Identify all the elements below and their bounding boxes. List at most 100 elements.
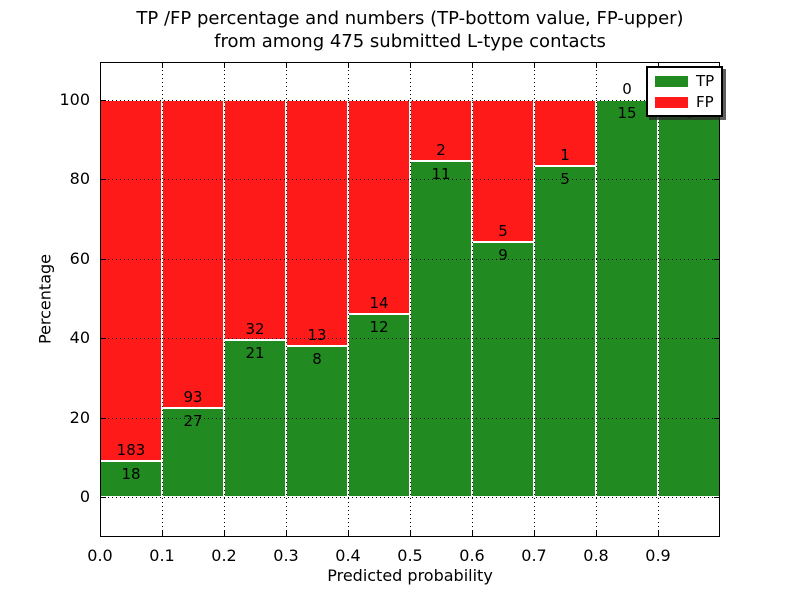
x-tick-mark [472, 62, 473, 68]
chart-title: TP /FP percentage and numbers (TP-bottom… [100, 7, 720, 53]
gridline-horizontal [100, 100, 720, 101]
x-tick-label: 0.6 [459, 546, 485, 565]
tp-count-label: 8 [312, 349, 322, 368]
tp-bar-segment [658, 100, 720, 497]
gridline-vertical [348, 62, 349, 537]
x-tick-mark [348, 62, 349, 68]
x-tick-mark [162, 531, 163, 537]
x-tick-label: 0.4 [335, 546, 361, 565]
x-tick-mark [596, 531, 597, 537]
y-tick-mark [100, 179, 106, 181]
x-tick-label: 0.0 [87, 546, 113, 565]
y-tick-mark [100, 100, 106, 101]
y-tick-mark [714, 417, 720, 419]
fp-bar-segment [162, 100, 224, 408]
fp-count-label: 5 [498, 221, 508, 240]
x-tick-mark [224, 62, 225, 68]
x-tick-mark [224, 531, 225, 537]
x-tick-label: 0.1 [149, 546, 175, 565]
gridline-horizontal [100, 338, 720, 340]
y-tick-label: 60 [69, 248, 90, 268]
y-tick-mark [714, 179, 720, 181]
y-tick-mark [714, 497, 720, 498]
tp-bar-segment [348, 313, 410, 497]
y-tick-mark [714, 258, 720, 260]
legend-label-tp: TP [696, 72, 715, 90]
y-tick-label: 20 [69, 407, 90, 427]
y-tick-mark [100, 497, 106, 498]
tp-count-label: 5 [560, 170, 570, 189]
y-tick-mark [100, 258, 106, 260]
plot-area: 18318932732211381412211591501506 [100, 62, 720, 537]
tp-count-label: 12 [369, 317, 389, 336]
x-axis-label: Predicted probability [327, 566, 493, 585]
legend-item-tp: TP [655, 73, 714, 89]
fp-count-label: 32 [245, 319, 265, 338]
tp-bar-segment [286, 345, 348, 497]
tp-count-label: 27 [183, 411, 203, 430]
y-tick-mark [100, 417, 106, 419]
gridline-vertical [534, 62, 535, 537]
gridline-vertical [410, 62, 411, 537]
y-tick-mark [714, 338, 720, 340]
fp-count-label: 14 [369, 293, 389, 312]
x-tick-mark [534, 62, 535, 68]
x-tick-mark [658, 62, 659, 68]
x-tick-label: 0.9 [645, 546, 671, 565]
gridline-horizontal [100, 258, 720, 260]
fp-bar-segment [348, 100, 410, 314]
tp-bar-segment [410, 161, 472, 497]
gridline-vertical [658, 62, 659, 537]
y-tick-mark [100, 338, 106, 340]
tp-count-label: 15 [617, 104, 637, 122]
fp-count-label: 2 [436, 141, 446, 160]
x-tick-label: 0.7 [521, 546, 547, 565]
fp-bar-segment [100, 100, 162, 462]
gridline-horizontal [100, 497, 720, 498]
x-tick-mark [410, 62, 411, 68]
gridline-vertical [162, 62, 163, 537]
x-tick-mark [534, 531, 535, 537]
gridline-vertical [286, 62, 287, 537]
tp-bar-segment [534, 166, 596, 497]
x-tick-mark [286, 62, 287, 68]
x-tick-mark [472, 531, 473, 537]
tp-swatch-icon [655, 75, 688, 87]
fp-count-label: 93 [183, 387, 203, 406]
x-tick-mark [286, 531, 287, 537]
tp-count-label: 21 [245, 343, 265, 362]
y-tick-label: 40 [69, 328, 90, 348]
x-tick-label: 0.8 [583, 546, 609, 565]
x-tick-label: 0.5 [397, 546, 423, 565]
y-tick-label: 100 [59, 90, 90, 109]
x-tick-mark [658, 531, 659, 537]
chart-title-line2: from among 475 submitted L-type contacts [214, 31, 606, 52]
x-tick-label: 0.2 [211, 546, 237, 565]
fp-swatch-icon [655, 96, 688, 108]
chart-title-line1: TP /FP percentage and numbers (TP-bottom… [136, 8, 684, 29]
gridline-horizontal [100, 417, 720, 419]
x-tick-mark [162, 62, 163, 68]
fp-bar-segment [286, 100, 348, 346]
legend: TP FP [646, 66, 724, 117]
fp-bar-segment [224, 100, 286, 340]
x-tick-mark [596, 62, 597, 68]
x-tick-label: 0.3 [273, 546, 299, 565]
tp-count-label: 11 [431, 165, 451, 184]
x-tick-mark [348, 531, 349, 537]
fp-count-label: 183 [116, 441, 146, 460]
fp-count-label: 0 [622, 80, 632, 98]
tp-count-label: 18 [121, 465, 141, 484]
fp-count-label: 13 [307, 325, 327, 344]
gridline-vertical [224, 62, 225, 537]
y-tick-label: 80 [69, 169, 90, 189]
legend-item-fp: FP [655, 94, 714, 110]
legend-label-fp: FP [696, 93, 714, 111]
tp-count-label: 9 [498, 245, 508, 264]
gridline-vertical [596, 62, 597, 537]
tp-bar-segment [472, 241, 534, 497]
fp-count-label: 1 [560, 146, 570, 165]
gridline-vertical [472, 62, 473, 537]
gridline-horizontal [100, 179, 720, 181]
